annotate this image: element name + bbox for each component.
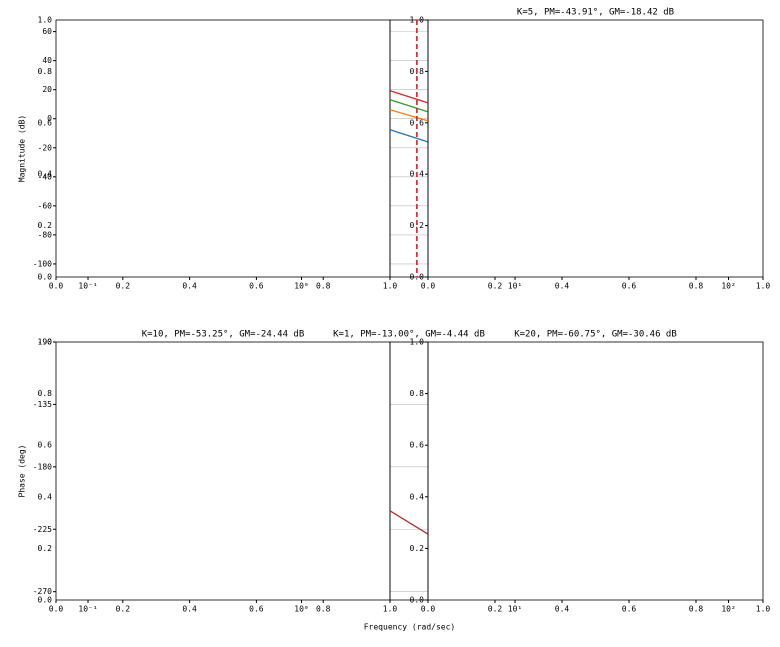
overlay-x-tick-label: 1.0 [383, 605, 398, 614]
y-tick-label: 0 [47, 114, 52, 123]
overlay-x-tick-label: 0.6 [249, 282, 264, 291]
x-tick-label: 10⁻¹ [78, 282, 97, 291]
overlay-x-tick-label: 0.6 [622, 282, 637, 291]
overlay-x-tick-label: 0.2 [488, 282, 503, 291]
overlay-y-tick-label: 0.0 [38, 596, 53, 605]
axes-frame [427, 341, 764, 601]
axes-frame [55, 19, 391, 278]
axes-title: K=1, PM=-13.00°, GM=-4.44 dB [333, 330, 485, 340]
overlay-y-tick-label: 1.0 [38, 338, 53, 347]
y-tick-label: -40 [38, 172, 53, 181]
y-tick-label: -135 [33, 400, 52, 409]
overlay-y-tick-label: 0.6 [410, 118, 425, 127]
series-line [389, 109, 428, 122]
overlay-y-tick-label: 0.6 [38, 118, 53, 127]
overlay-x-tick-label: 0.4 [182, 605, 197, 614]
overlay-y-tick-label: 0.6 [410, 441, 425, 450]
overlay-x-tick-label: 0.2 [116, 605, 131, 614]
overlay-x-tick-label: 1.0 [383, 282, 398, 291]
overlay-x-tick-label: 0.4 [182, 282, 197, 291]
x-tick-label: 10² [721, 282, 735, 291]
overlay-x-tick-label: 0.8 [316, 605, 331, 614]
overlay-x-tick-label: 0.2 [488, 605, 503, 614]
axes-title: K=10, PM=-53.25°, GM=-24.44 dB [142, 330, 305, 340]
y-tick-label: 60 [42, 27, 52, 36]
x-axis-label: Frequency (rad/sec) [364, 623, 456, 632]
series-line [389, 99, 428, 113]
overlay-x-tick-label: 0.8 [316, 282, 331, 291]
overlay-y-tick-label: 0.2 [410, 544, 425, 553]
y-tick-label: -225 [33, 525, 52, 534]
x-tick-label: 10¹ [508, 282, 522, 291]
axes-title: K=20, PM=-60.75°, GM=-30.46 dB [514, 330, 677, 340]
series-line [389, 90, 428, 104]
overlay-x-tick-label: 0.0 [421, 605, 436, 614]
series-line [389, 129, 428, 143]
y-tick-label: -60 [38, 201, 53, 210]
overlay-y-tick-label: 0.0 [38, 273, 53, 282]
overlay-y-tick-label: 0.6 [38, 441, 53, 450]
y-tick-label: -100 [33, 259, 52, 268]
y-tick-label: -80 [38, 230, 53, 239]
x-tick-label: 10¹ [508, 605, 522, 614]
overlay-x-tick-label: 0.4 [555, 282, 570, 291]
overlay-y-tick-label: 0.8 [410, 389, 425, 398]
overlay-x-tick-label: 1.0 [756, 282, 771, 291]
overlay-y-tick-label: 0.2 [38, 544, 53, 553]
overlay-y-tick-label: 0.4 [38, 492, 53, 501]
overlay-y-tick-label: 0.2 [38, 221, 53, 230]
x-tick-label: 10⁻¹ [78, 605, 97, 614]
axes-frame [389, 19, 429, 278]
overlay-x-tick-label: 0.8 [689, 282, 704, 291]
overlay-x-tick-label: 1.0 [756, 605, 771, 614]
overlay-x-tick-label: 0.0 [49, 282, 64, 291]
y-tick-label: -180 [33, 462, 52, 471]
axes-frame [427, 19, 764, 278]
overlay-x-tick-label: 0.0 [49, 605, 64, 614]
overlay-x-tick-label: 0.6 [622, 605, 637, 614]
axes-frame [389, 341, 429, 601]
overlay-x-tick-label: 0.2 [116, 282, 131, 291]
x-tick-label: 10⁰ [294, 282, 308, 291]
x-tick-label: 10⁰ [294, 605, 308, 614]
overlay-x-tick-label: 0.8 [689, 605, 704, 614]
y-tick-label: -90 [38, 338, 53, 347]
axes-frame [55, 341, 391, 601]
x-tick-label: 10² [721, 605, 735, 614]
overlay-y-tick-label: 0.8 [38, 389, 53, 398]
overlay-y-tick-label: 0.4 [410, 492, 425, 501]
y-tick-label: -270 [33, 587, 52, 596]
y-tick-label: 40 [42, 56, 52, 65]
y-axis-label: Magnitude (dB) [18, 115, 27, 182]
y-tick-label: 20 [42, 85, 52, 94]
y-axis-label: Phase (deg) [18, 445, 27, 498]
overlay-x-tick-label: 0.0 [421, 282, 436, 291]
overlay-x-tick-label: 0.4 [555, 605, 570, 614]
overlay-y-tick-label: 0.2 [410, 221, 425, 230]
overlay-y-tick-label: 1.0 [38, 16, 53, 25]
overlay-y-tick-label: 0.4 [38, 170, 53, 179]
overlay-y-tick-label: 0.8 [38, 67, 53, 76]
y-tick-label: -20 [38, 143, 53, 152]
overlay-x-tick-label: 0.6 [249, 605, 264, 614]
axes-title: K=5, PM=-43.91°, GM=-18.42 dB [517, 8, 674, 18]
series-line [389, 510, 429, 535]
